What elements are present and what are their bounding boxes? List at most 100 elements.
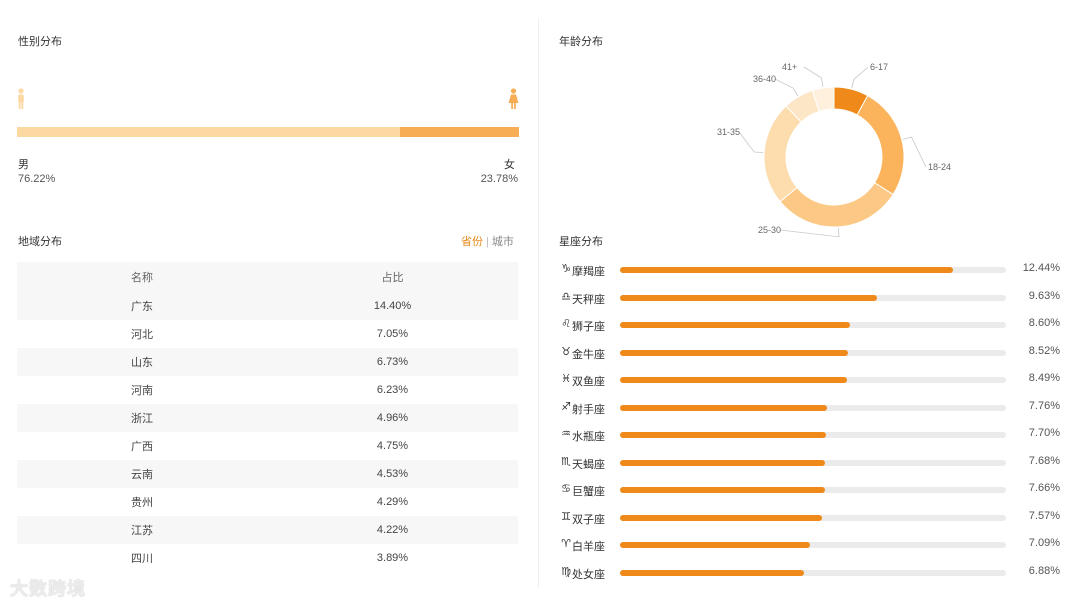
donut-leader-line: [738, 131, 764, 153]
zodiac-bar-track: [620, 459, 1006, 466]
watermark: 大数跨境: [10, 579, 86, 599]
male-label: 男: [18, 159, 29, 171]
zodiac-title: 星座分布: [559, 236, 603, 248]
zodiac-value: 12.44%: [1022, 262, 1060, 274]
zodiac-value: 6.88%: [1028, 564, 1060, 577]
zodiac-row: ♋ 巨蟹座 7.66%: [560, 482, 1070, 498]
region-name: 四川: [131, 553, 153, 565]
zodiac-name: 处女座: [572, 568, 605, 581]
zodiac-row: ♍ 处女座 6.88%: [560, 565, 1070, 581]
zodiac-sign-icon: ♌: [561, 318, 571, 330]
zodiac-sign-icon: ♐: [561, 400, 571, 413]
table-row: 山东 6.73%: [17, 348, 518, 376]
donut-slice-31-35[interactable]: [763, 105, 802, 203]
zodiac-row: ♑ 摩羯座 12.44%: [560, 262, 1070, 278]
female-icon: [508, 88, 519, 109]
zodiac-bar-track: [620, 569, 1006, 576]
zodiac-bar-track: [620, 487, 1006, 493]
region-share: 4.53%: [376, 468, 409, 480]
zodiac-bar: [620, 542, 810, 548]
donut-slice-18-24[interactable]: [856, 94, 905, 196]
table-row: 河北 7.05%: [17, 320, 518, 348]
male-share-bar: [17, 127, 400, 137]
zodiac-value: 8.52%: [1028, 344, 1060, 357]
zodiac-bar: [620, 487, 825, 493]
region-name: 云南: [131, 469, 153, 481]
region-share: 4.29%: [376, 496, 409, 508]
zodiac-bar-track: [620, 404, 1006, 411]
region-title: 地域分布: [18, 236, 62, 248]
table-row: 浙江 4.96%: [17, 404, 518, 432]
zodiac-sign-icon: ♑: [561, 263, 571, 275]
region-table: 名称 占比 广东 14.40% 河北 7.05% 山东 6.73% 河南 6.23% 浙江 4.9…: [17, 262, 518, 572]
zodiac-value: 9.63%: [1028, 289, 1060, 302]
zodiac-row: ♊ 双子座 7.57%: [560, 510, 1070, 526]
zodiac-name: 双鱼座: [572, 376, 605, 388]
donut-slice-41+[interactable]: [811, 86, 835, 112]
zodiac-bar: [620, 432, 826, 438]
region-share: 14.40%: [373, 300, 412, 312]
zodiac-row: ♐ 射手座 7.76%: [560, 400, 1070, 416]
zodiac-sign-icon: ♒: [561, 428, 571, 440]
table-row: 河南 6.23%: [17, 376, 518, 404]
donut-label-36-40: 36-40: [753, 74, 776, 84]
zodiac-value: 7.68%: [1028, 454, 1060, 467]
zodiac-bar-track: [620, 349, 1006, 356]
donut-leader-line: [774, 78, 799, 97]
column-divider: [538, 18, 539, 588]
zodiac-bar: [620, 322, 850, 328]
table-row: 贵州 4.29%: [17, 488, 518, 516]
zodiac-bar-track: [620, 377, 1006, 383]
zodiac-name: 天秤座: [572, 293, 605, 306]
zodiac-name: 射手座: [572, 403, 605, 416]
zodiac-bar-track: [620, 322, 1006, 328]
table-row: 四川 3.89%: [17, 544, 518, 572]
zodiac-name: 巨蟹座: [572, 486, 605, 498]
gender-title: 性别分布: [18, 36, 62, 48]
donut-label-41+: 41+: [782, 62, 797, 72]
region-name: 河南: [131, 385, 153, 397]
donut-label-18-24: 18-24: [928, 162, 951, 172]
donut-label-25-30: 25-30: [758, 225, 781, 235]
zodiac-sign-icon: ♈: [561, 538, 571, 550]
zodiac-sign-icon: ♏: [561, 455, 571, 468]
region-share: 4.22%: [376, 524, 409, 536]
column-header-name: 名称: [131, 272, 153, 284]
zodiac-bar: [620, 377, 847, 383]
zodiac-name: 水瓶座: [572, 431, 605, 443]
region-share: 6.23%: [376, 384, 409, 396]
zodiac-row: ♌ 狮子座 8.60%: [560, 317, 1070, 333]
donut-leader-line: [851, 66, 869, 89]
region-share: 6.73%: [376, 356, 409, 368]
zodiac-name: 双子座: [572, 513, 605, 526]
female-value: 23.78%: [480, 173, 518, 185]
zodiac-bar: [620, 349, 848, 356]
toggle-province[interactable]: 省份: [461, 236, 483, 248]
table-body: 广东 14.40% 河北 7.05% 山东 6.73% 河南 6.23% 浙江 4.96% 广西 4.…: [17, 292, 518, 572]
zodiac-value: 7.76%: [1028, 399, 1060, 412]
zodiac-bar: [620, 404, 827, 411]
zodiac-name: 摩羯座: [572, 266, 605, 278]
zodiac-bar-track: [620, 542, 1006, 548]
donut-label-31-35: 31-35: [717, 127, 740, 137]
region-name: 贵州: [131, 497, 153, 509]
donut-slice-25-30[interactable]: [779, 182, 894, 228]
zodiac-bar-track: [620, 267, 1006, 273]
zodiac-name: 天蝎座: [572, 458, 605, 471]
region-share: 3.89%: [376, 552, 409, 564]
zodiac-bar: [620, 569, 804, 576]
zodiac-value: 8.60%: [1028, 317, 1060, 329]
donut-leader-line: [902, 136, 927, 168]
region-name: 河北: [131, 329, 153, 341]
zodiac-sign-icon: ♉: [561, 345, 571, 358]
zodiac-row: ♈ 白羊座 7.09%: [560, 537, 1070, 553]
zodiac-bar-track: [620, 514, 1006, 521]
toggle-city[interactable]: 城市: [491, 236, 514, 248]
region-name: 山东: [131, 357, 153, 369]
table-row: 广西 4.75%: [17, 432, 518, 460]
zodiac-sign-icon: ♓: [561, 373, 571, 385]
zodiac-bar: [620, 267, 953, 273]
zodiac-value: 7.70%: [1028, 427, 1060, 439]
zodiac-sign-icon: ♎: [561, 290, 571, 303]
zodiac-row: ♉ 金牛座 8.52%: [560, 345, 1070, 361]
